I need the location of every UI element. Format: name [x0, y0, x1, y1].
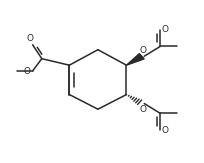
Text: O: O — [162, 126, 169, 135]
Text: O: O — [139, 46, 146, 55]
Text: O: O — [162, 25, 169, 34]
Text: O: O — [26, 34, 33, 43]
Text: O: O — [139, 105, 146, 114]
Text: O: O — [23, 67, 30, 76]
Polygon shape — [126, 54, 144, 65]
